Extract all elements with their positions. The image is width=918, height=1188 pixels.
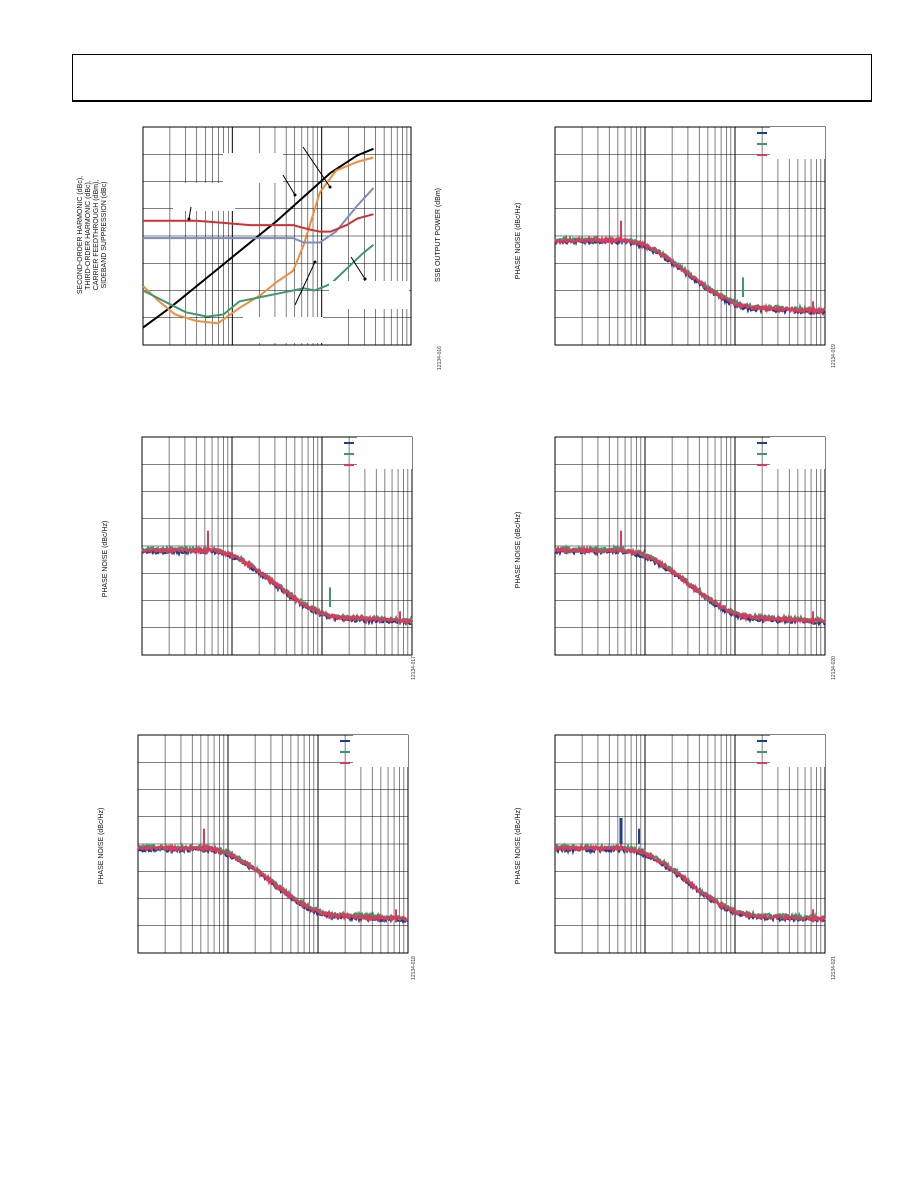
figure-number: 12134-020 [830,656,837,680]
arrow-head [293,193,297,197]
grid [143,127,412,345]
grid [555,437,826,655]
phase-noise-ylabel-5: PHASE NOISE (dBc/Hz) [98,807,105,885]
annotation-arrow [294,261,316,306]
noise-trace [141,544,413,625]
legend-box [770,127,825,159]
phase-noise-chart-5 [136,734,409,954]
harmonics-chart-y2label: SSB OUTPUT POWER (dBm) [435,188,442,282]
figure-number: 12134-019 [830,344,837,368]
noise-trace [554,544,826,624]
figure-number: 12134-017 [410,656,417,680]
phase-noise-ylabel-4: PHASE NOISE (dBc/Hz) [515,511,522,589]
grid [138,735,409,953]
arrow-head [187,217,191,221]
series-line-green [142,243,375,318]
phase-noise-chart-6 [553,734,826,954]
annotation-box [329,281,409,309]
arrow-head [313,260,317,264]
annotation-box [243,317,323,343]
arrow-head [328,185,332,189]
noise-trace [554,843,826,924]
harmonics-chart [142,126,412,346]
page-header [72,54,872,102]
phase-noise-ylabel-2: PHASE NOISE (dBc/Hz) [515,202,522,280]
phase-noise-chart-3 [140,436,414,656]
phase-noise-svg [140,436,414,656]
annotation-arrow [350,256,366,280]
harmonics-svg [142,126,412,346]
series-line-orange [142,156,374,325]
annotation-arrow [302,146,331,188]
figure-number: 12134-021 [830,956,837,980]
harmonics-chart-ylabel: SECOND-ORDER HARMONIC (dBc), THIRD-ORDER… [77,175,108,295]
phase-noise-svg [553,126,826,346]
phase-noise-chart-4 [554,436,827,656]
phase-noise-chart-2 [553,126,826,346]
phase-noise-ylabel-3: PHASE NOISE (dBc/Hz) [102,520,109,598]
noise-trace [554,235,826,315]
legend-box [770,437,825,469]
phase-noise-svg [554,436,827,656]
figure-number: 12134-018 [410,956,417,980]
legend-box [357,437,412,469]
annotation-arrow [282,174,296,196]
legend-box [353,735,408,767]
series-line-darkred [143,213,374,233]
arrow-head [363,277,367,281]
series-line-black [142,147,374,329]
figure-number: 12134-016 [436,346,443,370]
noise-trace [136,843,408,923]
annotation-box [173,183,235,211]
legend-box [770,735,825,767]
phase-noise-svg [553,734,826,954]
phase-noise-svg [136,734,409,954]
phase-noise-ylabel-6: PHASE NOISE (dBc/Hz) [515,807,522,885]
annotation-box [223,153,283,183]
annotation-arrow [188,206,192,220]
